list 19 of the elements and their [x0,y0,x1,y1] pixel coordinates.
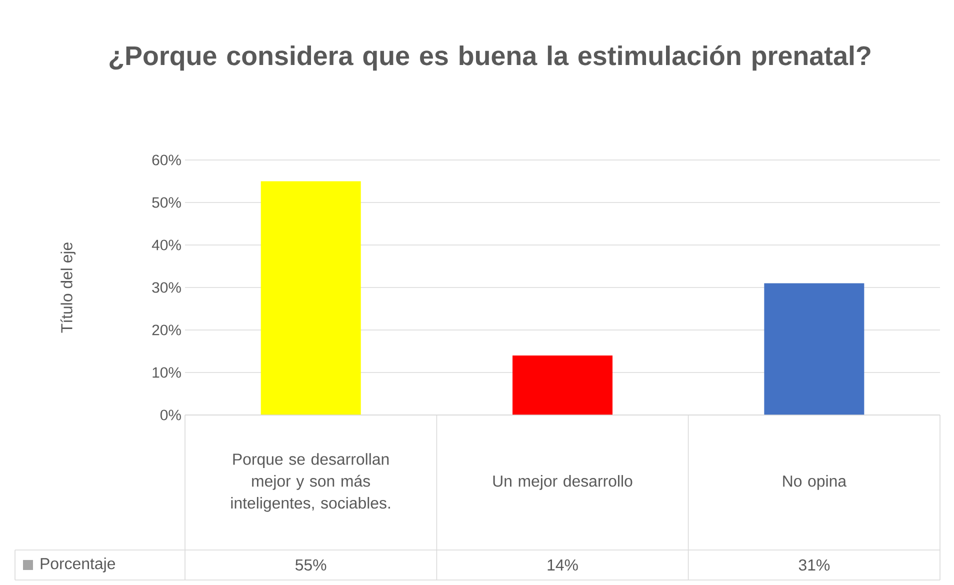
y-axis-title: Título del eje [60,242,76,333]
bar [260,181,361,415]
bar [512,355,613,415]
data-label: 31% [798,559,830,571]
y-tick-label: 60% [152,154,181,166]
x-tick-label: Un mejor desarrollo [493,475,632,490]
y-tick-label: 30% [152,282,181,293]
text: Porcentaje [40,558,116,572]
y-tick-label: 50% [152,197,181,208]
bar [764,283,864,415]
x-tick-label: No opina [783,475,847,490]
y-tick-label: 10% [152,367,181,378]
y-tick-label: 20% [152,324,181,336]
x-tick-label: Porque se desarrollan mejor y son más inteligentes, sociables. [231,453,390,512]
data-label: 55% [295,559,326,571]
chart-title: ¿Porque considera que es buena la estimulación prenatal? [110,45,870,71]
y-tick-label: 40% [152,240,181,250]
y-tick-label: 0% [160,410,181,420]
data-label: 14% [548,559,578,571]
